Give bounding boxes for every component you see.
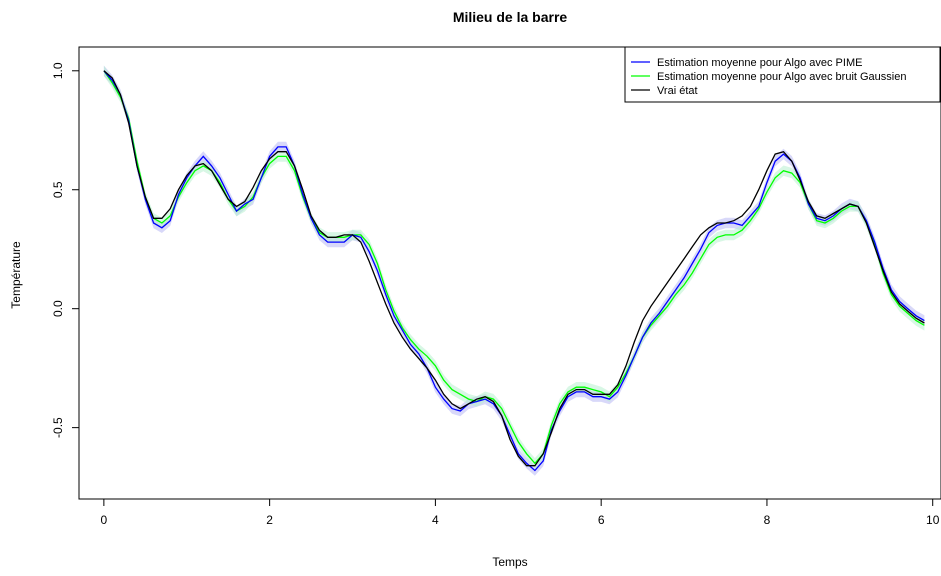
series-2-band	[103, 65, 925, 469]
legend-label-3: Vrai état	[657, 85, 698, 97]
y-axis-label: Température	[9, 241, 23, 309]
y-tick-label: 1.0	[51, 62, 65, 79]
confidence-bands	[103, 65, 925, 476]
series-2-line	[103, 70, 925, 465]
y-axis: -0.5 0.0 0.5 1.0	[51, 62, 80, 438]
x-tick-label: 2	[266, 513, 273, 527]
x-tick-label: 0	[101, 513, 108, 527]
x-tick-label: 10	[926, 513, 940, 527]
legend: Estimation moyenne pour Algo avec PIME Es…	[624, 46, 941, 103]
x-tick-label: 8	[764, 513, 771, 527]
legend-label-2: Estimation moyenne pour Algo avec bruit …	[657, 71, 906, 83]
y-tick-label: 0.0	[51, 300, 65, 317]
series-1-band	[103, 65, 925, 476]
chart-title: Milieu de la barre	[453, 9, 568, 25]
x-axis: 0 2 4 6 8 10	[101, 498, 940, 527]
x-axis-label: Temps	[492, 555, 527, 569]
legend-box	[624, 46, 941, 103]
x-tick-label: 4	[432, 513, 439, 527]
y-tick-label: 0.5	[51, 181, 65, 198]
series-1-line	[103, 70, 925, 472]
series-3-line	[103, 70, 925, 467]
series-lines	[103, 70, 925, 472]
x-tick-label: 6	[598, 513, 605, 527]
legend-label-1: Estimation moyenne pour Algo avec PIME	[657, 57, 862, 69]
y-tick-label: -0.5	[51, 417, 65, 438]
